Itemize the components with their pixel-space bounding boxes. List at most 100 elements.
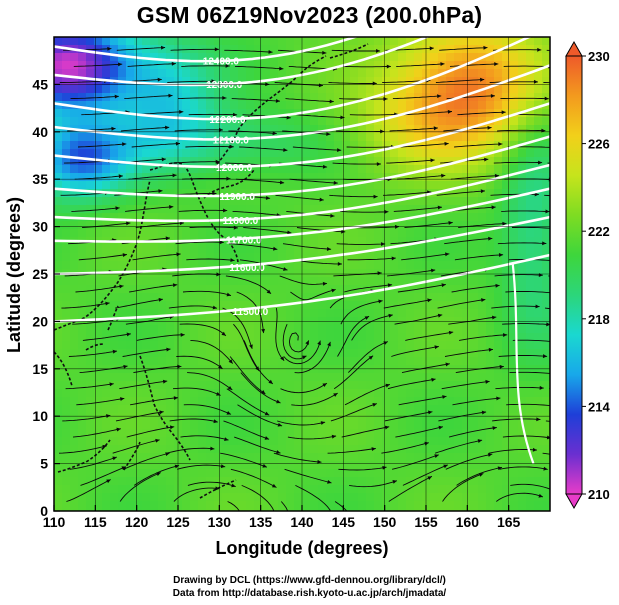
streamline-arrow <box>481 410 487 415</box>
streamline-arrow <box>228 359 233 364</box>
streamline-arrow <box>546 435 550 440</box>
streamline-arrow <box>490 93 495 98</box>
streamline-arrow <box>438 425 443 430</box>
streamline-arrow <box>112 456 117 461</box>
streamline <box>168 305 218 309</box>
grid-lines <box>54 37 550 511</box>
streamline <box>511 114 550 116</box>
streamline-arrow <box>172 283 178 288</box>
streamline-arrow <box>222 95 227 100</box>
streamline <box>243 227 292 234</box>
streamline <box>449 63 499 67</box>
streamline-arrow <box>161 157 166 162</box>
streamline-arrow <box>330 213 335 218</box>
streamline <box>275 194 324 201</box>
streamline <box>233 323 260 372</box>
y-tick-label: 25 <box>32 266 48 282</box>
streamline-arrow <box>483 45 488 50</box>
streamline <box>489 81 539 83</box>
streamline <box>436 190 486 196</box>
streamline <box>295 484 332 511</box>
streamline <box>282 324 307 360</box>
streamline-arrow <box>448 330 454 335</box>
y-tick-label: 15 <box>32 361 48 377</box>
streamline <box>119 380 168 390</box>
streamline-arrow <box>498 253 504 257</box>
streamline <box>506 403 550 406</box>
streamline-arrow <box>219 240 224 245</box>
streamline-arrow <box>372 403 377 407</box>
streamline <box>328 82 377 84</box>
coastline-sulawesi <box>123 441 141 471</box>
streamline-arrow <box>158 189 163 193</box>
streamline-arrow <box>429 46 434 51</box>
streamline <box>454 143 503 148</box>
streamline <box>341 426 390 438</box>
x-tick-label: 155 <box>414 514 438 530</box>
streamline-arrow <box>553 489 557 493</box>
y-axis-label: Latitude (degrees) <box>4 196 24 354</box>
streamline <box>182 177 231 180</box>
colorbar-tick-label: 226 <box>588 137 610 152</box>
streamline-arrow <box>484 157 489 162</box>
streamline-arrow <box>322 164 328 169</box>
streamline-arrow <box>545 209 550 214</box>
streamline <box>125 206 174 212</box>
streamline-arrow <box>165 236 170 241</box>
streamline <box>492 418 541 422</box>
streamline-arrow <box>105 301 110 306</box>
streamline <box>448 427 497 438</box>
streamline-arrow <box>169 205 174 209</box>
streamline <box>183 404 232 415</box>
streamline-arrow <box>218 127 224 132</box>
streamline <box>116 47 166 51</box>
streamline-arrow <box>478 473 484 477</box>
y-tick-label: 20 <box>32 313 48 329</box>
streamline-arrow <box>380 129 385 134</box>
streamline <box>497 242 547 245</box>
streamline-arrow <box>172 173 177 178</box>
streamline-arrow <box>538 493 543 498</box>
colorbar-tick-label: 222 <box>588 224 610 239</box>
x-tick-label: 135 <box>249 514 273 530</box>
streamline-arrow <box>260 390 266 394</box>
streamline <box>125 316 174 325</box>
contour-label: 11800.0 <box>223 216 259 227</box>
coastline-vietnam <box>54 351 73 387</box>
streamline-arrow <box>227 385 233 390</box>
streamline <box>444 237 493 245</box>
streamline-arrow <box>126 221 131 226</box>
streamline-arrow <box>283 267 288 271</box>
streamline-arrow <box>448 220 453 225</box>
streamline-arrow <box>501 110 506 115</box>
streamline <box>224 49 273 53</box>
streamline-arrow <box>491 205 496 210</box>
streamline <box>391 454 439 470</box>
credits: Drawing by DCL (https://www.gfd-dennou.o… <box>0 574 619 600</box>
streamline <box>292 146 342 151</box>
streamline-arrow <box>317 340 321 346</box>
streamline <box>448 316 497 325</box>
streamline-arrow <box>283 148 288 152</box>
streamline-arrow <box>598 99 602 103</box>
streamline <box>115 298 163 309</box>
streamline <box>397 284 446 293</box>
streamline-arrow <box>487 453 493 457</box>
streamline-arrow <box>273 516 277 520</box>
streamline <box>338 466 387 471</box>
streamline <box>285 98 334 103</box>
streamline <box>186 258 235 261</box>
streamline-arrow <box>229 144 234 149</box>
streamline-arrow <box>337 261 342 266</box>
streamline-arrow <box>385 383 390 388</box>
streamline-arrow <box>224 437 229 442</box>
y-tick-label: 45 <box>32 76 48 92</box>
streamline-arrow <box>607 378 611 382</box>
streamline <box>444 348 494 357</box>
coastline-philippines <box>139 355 191 461</box>
coastline-korea-japan <box>149 162 239 263</box>
streamline-arrow <box>169 425 175 430</box>
streamline <box>501 210 550 213</box>
streamline-arrow <box>273 246 278 251</box>
streamline <box>172 387 221 396</box>
